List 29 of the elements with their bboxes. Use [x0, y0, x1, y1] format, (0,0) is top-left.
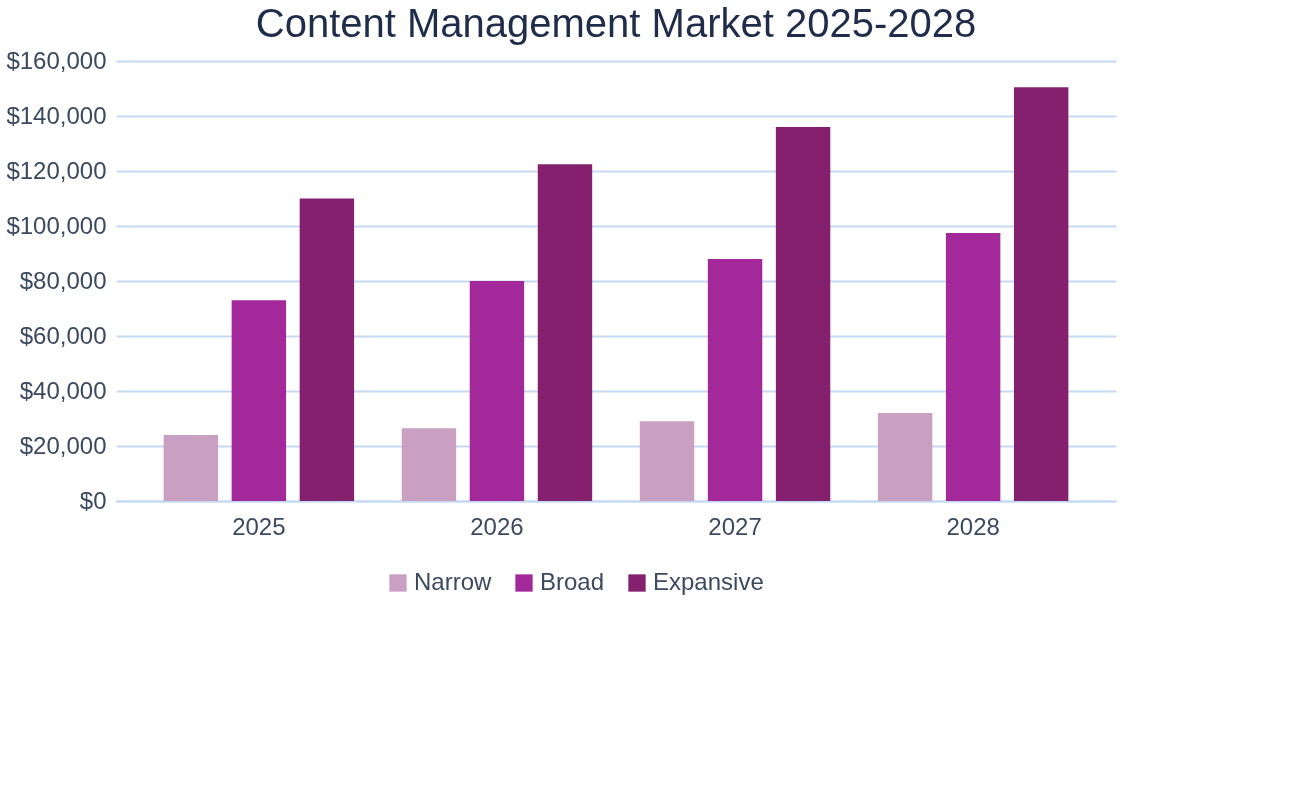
bar — [707, 259, 763, 501]
y-tick-label: $60,000 — [19, 321, 107, 349]
y-tick-label: $160,000 — [6, 46, 107, 74]
chart-title: Content Management Market 2025-2028 — [255, 1, 977, 45]
bar — [877, 413, 933, 501]
x-tick-label: 2025 — [232, 512, 286, 540]
legend-label: Expansive — [653, 568, 764, 595]
bar — [639, 421, 695, 501]
x-tick-label: 2026 — [470, 512, 524, 540]
bar — [299, 198, 355, 501]
bar — [469, 281, 525, 501]
y-tick-label: $140,000 — [6, 101, 107, 129]
bar — [231, 300, 287, 501]
bar — [537, 164, 593, 501]
bar — [401, 428, 457, 501]
x-tick-label: 2027 — [708, 512, 762, 540]
y-tick-label: $100,000 — [6, 211, 107, 239]
legend-label: Broad — [540, 568, 605, 595]
bar — [1013, 87, 1069, 501]
y-tick-label: $20,000 — [19, 431, 107, 459]
bar — [775, 127, 831, 501]
x-tick-label: 2028 — [946, 512, 1000, 540]
y-tick-label: $0 — [79, 486, 107, 514]
bar — [163, 435, 219, 501]
bar — [945, 232, 1001, 501]
y-tick-label: $120,000 — [6, 156, 107, 184]
y-tick-label: $40,000 — [19, 376, 107, 404]
y-tick-label: $80,000 — [19, 266, 107, 294]
legend-label: Narrow — [414, 568, 493, 595]
